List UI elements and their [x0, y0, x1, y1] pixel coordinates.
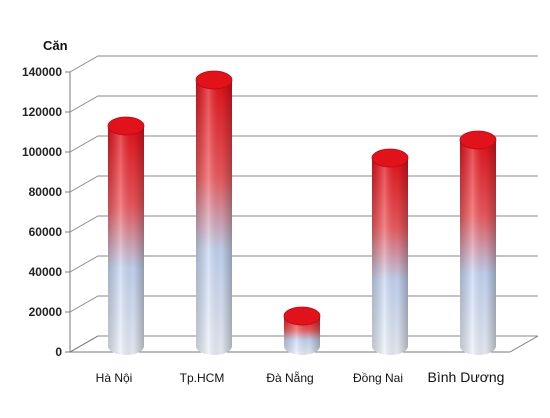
bar-shading — [196, 80, 232, 355]
x-tick-label: Bình Dương — [428, 369, 505, 385]
x-tick-label: Đà Nẵng — [266, 370, 313, 385]
bar-top — [371, 148, 409, 168]
y-tick-label: 0 — [55, 345, 62, 359]
y-tick-label: 100000 — [22, 145, 62, 159]
bar-shading — [372, 158, 408, 355]
bar-shading — [284, 316, 320, 355]
x-tick-label: Hà Nội — [96, 371, 133, 385]
grid-lines — [69, 55, 538, 353]
y-tick-label: 80000 — [29, 185, 63, 199]
y-axis-title: Căn — [43, 38, 68, 53]
bar-shading — [108, 126, 144, 355]
bar — [195, 70, 233, 355]
grid-line — [69, 55, 538, 73]
bars — [107, 70, 497, 355]
y-tick-label: 20000 — [29, 305, 63, 319]
grid-line — [69, 135, 538, 153]
bar — [107, 116, 145, 355]
y-tick-label: 40000 — [29, 265, 63, 279]
y-tick-label: 120000 — [22, 105, 62, 119]
bar-top — [283, 306, 321, 326]
bar-top — [107, 116, 145, 136]
floor-right-edge — [509, 335, 539, 353]
labels: Căn Hà Nội Tp.HCM Đà Nẵng Đồng Nai Bình Dương — [43, 38, 504, 385]
bar — [283, 306, 321, 355]
x-tick-label: Đồng Nai — [353, 371, 403, 385]
floor-depth-edge — [69, 335, 99, 353]
bar-top — [195, 70, 233, 90]
x-tick-label: Tp.HCM — [180, 371, 225, 385]
bar-top — [459, 130, 497, 150]
bar-shading — [460, 140, 496, 355]
y-tick-label: 140000 — [22, 65, 62, 79]
y-tick-label: 60000 — [29, 225, 63, 239]
grid-line — [69, 95, 538, 113]
bar — [371, 148, 409, 355]
bar — [459, 130, 497, 355]
